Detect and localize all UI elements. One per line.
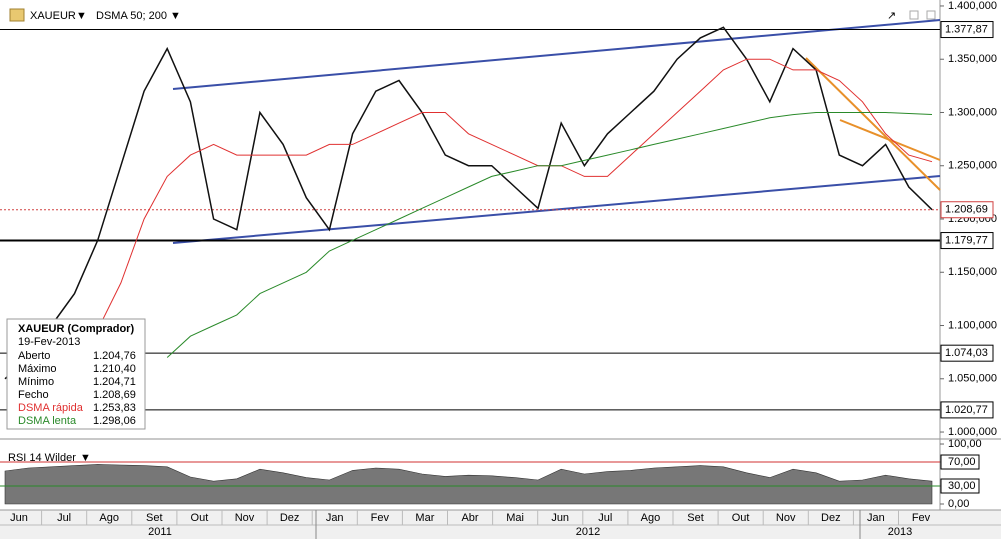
y-tick-label: 1.350,000 xyxy=(948,53,997,65)
rsi-label[interactable]: RSI 14 Wilder xyxy=(8,452,76,464)
info-box: XAUEUR (Comprador) 19-Fev-2013 Aberto 1.2… xyxy=(6,318,146,430)
window-button[interactable] xyxy=(909,10,919,20)
last-price-label: 1.208,69 xyxy=(945,204,988,216)
info-label: DSMA lenta xyxy=(18,415,77,427)
year-label: 2011 xyxy=(148,526,172,538)
info-value: 1.210,40 xyxy=(93,363,136,375)
x-tick-label: Out xyxy=(732,512,750,524)
y-tick-label: 1.250,000 xyxy=(948,160,997,172)
x-tick-label: Set xyxy=(146,512,163,524)
info-rows: Aberto 1.204,76 Máximo 1.210,40 Mínimo 1.204,… xyxy=(18,350,136,427)
level-label-box xyxy=(940,478,980,494)
year-label: 2013 xyxy=(888,526,912,538)
level-label-box xyxy=(940,454,980,470)
moving-average-line xyxy=(97,58,933,331)
dropdown-arrow[interactable]: ▼ xyxy=(80,452,91,464)
x-tick-label: Fev xyxy=(371,512,390,524)
info-value: 1.208,69 xyxy=(93,389,136,401)
info-box-frame xyxy=(6,318,146,430)
info-value: 1.204,71 xyxy=(93,376,136,388)
x-tick-label: Out xyxy=(191,512,209,524)
level-label: 1.020,77 xyxy=(945,404,988,416)
draw-tool-icon[interactable]: ↗ xyxy=(887,10,896,22)
x-tick-label: Abr xyxy=(461,512,478,524)
dropdown-arrow[interactable]: ▼ xyxy=(170,10,181,22)
x-tick-label: Nov xyxy=(776,512,796,524)
x-tick-label: Jun xyxy=(551,512,569,524)
x-tick-label: Dez xyxy=(821,512,841,524)
info-date: 19-Fev-2013 xyxy=(18,336,80,348)
trend-line xyxy=(172,19,941,90)
y-tick-label: 1.000,000 xyxy=(948,426,997,438)
level-label: 1.179,77 xyxy=(945,234,988,246)
panel-separator xyxy=(0,438,1001,440)
y-tick-label: 0,00 xyxy=(948,498,969,510)
info-value: 1.253,83 xyxy=(93,402,136,414)
y-tick-label: 70,00 xyxy=(948,456,976,468)
level-label: 1.074,03 xyxy=(945,347,988,359)
dropdown-arrow[interactable]: ▼ xyxy=(76,10,87,22)
info-label: Mínimo xyxy=(18,376,54,388)
x-tick-label: Jul xyxy=(598,512,612,524)
price-line xyxy=(4,26,933,380)
level-label-box xyxy=(940,344,994,362)
info-title: XAUEUR (Comprador) xyxy=(18,323,134,335)
trend-line xyxy=(805,57,941,191)
y-tick-label: 1.150,000 xyxy=(948,266,997,278)
indicator-label[interactable]: DSMA 50; 200 xyxy=(96,10,167,22)
last-price-box xyxy=(940,201,994,219)
info-label: Máximo xyxy=(18,363,57,375)
x-tick-label: Fev xyxy=(912,512,931,524)
x-tick-label: Jul xyxy=(57,512,71,524)
info-label: Aberto xyxy=(18,350,50,362)
x-tick-label: Jan xyxy=(326,512,344,524)
x-tick-label: Mar xyxy=(415,512,434,524)
level-label-box xyxy=(940,21,994,39)
trend-line xyxy=(839,119,941,161)
info-label: DSMA rápida xyxy=(18,402,84,414)
window-button[interactable] xyxy=(926,10,936,20)
symbol-icon xyxy=(9,8,25,22)
info-label: Fecho xyxy=(18,389,49,401)
y-tick-label: 1.050,000 xyxy=(948,373,997,385)
level-label-box xyxy=(940,232,994,250)
info-value: 1.298,06 xyxy=(93,415,136,427)
y-tick-label: 1.300,000 xyxy=(948,106,997,118)
plot-layer xyxy=(0,26,940,505)
x-tick-label: Jun xyxy=(10,512,28,524)
y-tick-label: 1.100,000 xyxy=(948,319,997,331)
x-tick-label: Jan xyxy=(867,512,885,524)
info-value: 1.204,76 xyxy=(93,350,136,362)
x-tick-label: Mai xyxy=(506,512,524,524)
rsi-area xyxy=(4,464,933,505)
level-label: 1.377,87 xyxy=(945,23,988,35)
moving-average-line xyxy=(166,112,933,358)
y-tick-label: 1.400,000 xyxy=(948,0,997,12)
year-label: 2012 xyxy=(576,526,600,538)
x-tick-label: Set xyxy=(687,512,704,524)
x-tick-label: Nov xyxy=(235,512,255,524)
symbol-label[interactable]: XAUEUR xyxy=(30,10,76,22)
y-tick-label: 100,00 xyxy=(948,438,982,450)
x-tick-label: Ago xyxy=(641,512,661,524)
y-tick-label: 30,00 xyxy=(948,480,976,492)
x-tick-label: Ago xyxy=(99,512,119,524)
level-label-box xyxy=(940,401,994,419)
x-tick-label: Dez xyxy=(280,512,300,524)
